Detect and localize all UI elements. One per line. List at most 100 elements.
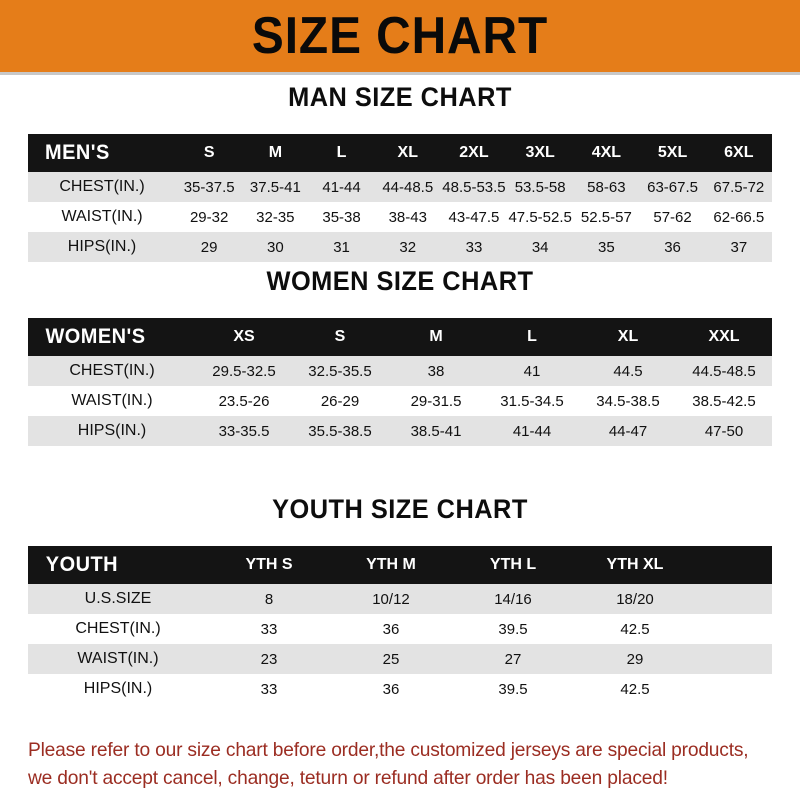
youth-column-header: YTH L	[489, 556, 537, 573]
men-measurement-cell: 38-43	[388, 208, 427, 226]
men-measurement-cell: 31	[333, 238, 350, 256]
men-measurement-cell: 35	[598, 238, 615, 256]
women-column-header: XXL	[708, 328, 740, 345]
order-policy-line-1: Please refer to our size chart before or…	[28, 739, 749, 761]
men-measurement-cell: 35-38	[322, 208, 361, 226]
youth-measurement-cell: 29	[626, 650, 644, 668]
women-column-header: XL	[617, 328, 639, 345]
men-measurement-cell: 67.5-72	[713, 178, 765, 196]
men-measurement-cell: 62-66.5	[713, 208, 765, 226]
women-size-table-block: WOMEN'S XS S M L XL XXL CHEST(IN.) 29.5-32.5 32.5…	[28, 318, 772, 446]
women-measurement-cell: 33-35.5	[218, 422, 270, 440]
order-policy-note: Please refer to our size chart before or…	[28, 736, 769, 792]
table-row: U.S.SIZE 8 10/12 14/16 18/20	[28, 584, 772, 614]
youth-measurement-cell: 25	[382, 650, 400, 668]
youth-row-label: WAIST(IN.)	[77, 650, 159, 667]
youth-measurement-cell: 36	[382, 620, 400, 638]
women-measurement-cell: 34.5-38.5	[596, 392, 660, 410]
youth-table-header-row: YOUTH YTH S YTH M YTH L YTH XL	[28, 546, 772, 584]
women-measurement-cell: 38.5-42.5	[692, 392, 756, 410]
women-measurement-cell: 38	[427, 362, 445, 380]
youth-measurement-cell: 36	[382, 680, 400, 698]
women-column-header: M	[429, 328, 443, 345]
table-row: WAIST(IN.) 23 25 27 29	[28, 644, 772, 674]
youth-measurement-cell: 8	[264, 590, 274, 608]
women-measurement-cell: 41-44	[512, 422, 552, 440]
men-measurement-cell: 37	[730, 238, 748, 256]
youth-column-header: YTH M	[366, 556, 416, 573]
table-row: HIPS(IN.) 33-35.5 35.5-38.5 38.5-41 41-44 44-…	[28, 416, 772, 446]
women-column-header: S	[334, 328, 346, 345]
youth-measurement-cell: 10/12	[372, 590, 410, 608]
women-measurement-cell: 44.5	[613, 362, 643, 380]
youth-column-header-spacer	[696, 546, 772, 584]
men-measurement-cell: 30	[267, 238, 284, 256]
youth-measurement-cell: 23	[260, 650, 278, 668]
men-column-header: 3XL	[525, 144, 555, 161]
youth-measurement-cell: 39.5	[498, 620, 528, 638]
men-row-label-header: MEN'S	[45, 141, 110, 164]
table-row: WAIST(IN.) 29-32 32-35 35-38 38-43 43-47.5 47.…	[28, 202, 772, 232]
women-measurement-cell: 32.5-35.5	[308, 362, 372, 380]
men-size-table-block: MEN'S S M L XL 2XL 3XL 4XL 5XL 6XL CHEST(IN.) 35-37…	[28, 134, 772, 262]
youth-row-label: HIPS(IN.)	[83, 680, 153, 697]
table-row: CHEST(IN.) 29.5-32.5 32.5-35.5 38 41 44.5 44.5…	[28, 356, 772, 386]
men-section-title: MAN SIZE CHART	[288, 82, 512, 112]
women-size-table: WOMEN'S XS S M L XL XXL CHEST(IN.) 29.5-32.5 32.5…	[28, 318, 772, 446]
youth-measurement-cell: 33	[260, 620, 278, 638]
men-measurement-cell: 35-37.5	[183, 178, 235, 196]
youth-measurement-cell-spacer	[696, 674, 772, 704]
page-banner: SIZE CHART	[0, 0, 800, 72]
men-column-header: 5XL	[657, 144, 688, 161]
men-column-header: XL	[397, 144, 418, 161]
table-row: HIPS(IN.) 33 36 39.5 42.5	[28, 674, 772, 704]
men-row-label: WAIST(IN.)	[61, 208, 143, 225]
women-column-header: XS	[233, 328, 255, 345]
men-measurement-cell: 33	[465, 238, 483, 256]
banner-divider	[0, 72, 800, 75]
youth-measurement-cell: 14/16	[494, 590, 532, 608]
youth-measurement-cell-spacer	[696, 584, 772, 614]
women-row-label-header: WOMEN'S	[45, 325, 146, 348]
men-column-header: S	[203, 144, 215, 161]
men-measurement-cell: 37.5-41	[249, 178, 301, 196]
women-section-title: WOMEN SIZE CHART	[266, 266, 534, 296]
men-measurement-cell: 29-32	[189, 208, 229, 226]
women-measurement-cell: 29.5-32.5	[212, 362, 276, 380]
men-measurement-cell: 44-48.5	[382, 178, 434, 196]
men-measurement-cell: 32	[399, 238, 417, 256]
women-measurement-cell: 26-29	[320, 392, 360, 410]
men-measurement-cell: 52.5-57	[580, 208, 632, 226]
women-column-header: L	[527, 328, 537, 345]
youth-row-label-header: YOUTH	[45, 553, 118, 576]
youth-measurement-cell: 39.5	[498, 680, 528, 698]
youth-section-title: YOUTH SIZE CHART	[272, 494, 528, 524]
youth-measurement-cell-spacer	[696, 614, 772, 644]
youth-row-label: U.S.SIZE	[84, 590, 152, 607]
table-row: WAIST(IN.) 23.5-26 26-29 29-31.5 31.5-34.5 34…	[28, 386, 772, 416]
men-measurement-cell: 63-67.5	[647, 178, 698, 196]
women-measurement-cell: 31.5-34.5	[500, 392, 564, 410]
youth-column-header: YTH S	[245, 556, 293, 573]
women-measurement-cell: 23.5-26	[218, 392, 270, 410]
men-measurement-cell: 29	[200, 238, 218, 256]
youth-size-table: YOUTH YTH S YTH M YTH L YTH XL U.S.SIZE 8 10/12…	[28, 546, 772, 704]
men-column-header: 2XL	[459, 144, 489, 161]
men-column-header: M	[268, 144, 283, 161]
men-table-header-row: MEN'S S M L XL 2XL 3XL 4XL 5XL 6XL	[28, 134, 772, 172]
table-row: CHEST(IN.) 35-37.5 37.5-41 41-44 44-48.5 48.5…	[28, 172, 772, 202]
page-title: SIZE CHART	[251, 7, 549, 65]
order-policy-line-2: we don't accept cancel, change, teturn o…	[28, 767, 668, 789]
men-measurement-cell: 36	[664, 238, 681, 256]
men-measurement-cell: 53.5-58	[514, 178, 566, 196]
women-table-header-row: WOMEN'S XS S M L XL XXL	[28, 318, 772, 356]
men-measurement-cell: 34	[531, 238, 549, 256]
women-row-label: CHEST(IN.)	[69, 362, 155, 379]
men-measurement-cell: 58-63	[587, 178, 626, 196]
men-row-label: HIPS(IN.)	[67, 238, 137, 255]
youth-size-table-block: YOUTH YTH S YTH M YTH L YTH XL U.S.SIZE 8 10/12…	[28, 546, 772, 704]
youth-row-label: CHEST(IN.)	[75, 620, 161, 637]
men-measurement-cell: 41-44	[322, 178, 361, 196]
men-column-header: 6XL	[724, 144, 754, 161]
